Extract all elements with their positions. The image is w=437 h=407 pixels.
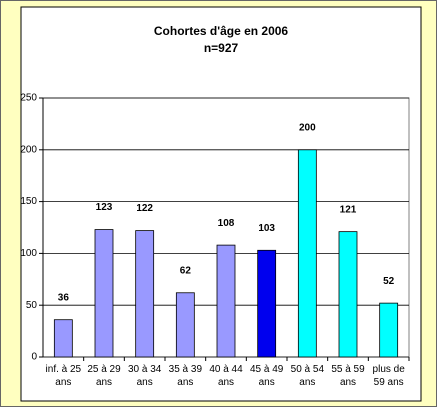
y-tick-label: 0 bbox=[31, 352, 37, 363]
value-label: 36 bbox=[58, 292, 70, 303]
y-tick-label: 200 bbox=[20, 144, 37, 155]
y-tick-label: 250 bbox=[20, 93, 37, 104]
value-label: 108 bbox=[218, 218, 235, 229]
chart-subtitle: n=927 bbox=[204, 41, 239, 55]
value-label: 62 bbox=[180, 265, 192, 276]
y-tick-label: 50 bbox=[26, 300, 38, 311]
bar bbox=[94, 229, 114, 358]
bar bbox=[135, 230, 155, 358]
x-tick-label: 30 à 34 ans bbox=[127, 364, 162, 388]
x-tick-label: inf. à 25 ans bbox=[45, 364, 82, 388]
bar bbox=[175, 292, 195, 358]
x-tick-label: 55 à 59 ans bbox=[331, 364, 365, 388]
bar bbox=[338, 231, 358, 358]
x-tick-label: 40 à 44 ans bbox=[209, 364, 243, 388]
value-label: 123 bbox=[96, 202, 113, 213]
bar bbox=[53, 319, 73, 358]
value-label: 121 bbox=[340, 204, 357, 215]
value-label: 103 bbox=[258, 223, 275, 234]
x-tick-label: 35 à 39 ans bbox=[168, 364, 203, 388]
x-tick-label: 25 à 29 ans bbox=[87, 364, 121, 388]
x-tick-label: 45 à 49 ans bbox=[249, 364, 284, 388]
value-label: 200 bbox=[299, 122, 316, 133]
chart-title: Cohortes d'âge en 2006 bbox=[154, 24, 289, 38]
bar bbox=[216, 244, 236, 358]
bar bbox=[297, 149, 317, 358]
value-label: 122 bbox=[136, 203, 153, 214]
x-tick-label: 50 à 54 ans bbox=[290, 364, 325, 388]
bar bbox=[379, 302, 399, 358]
bar bbox=[257, 249, 277, 358]
x-tick-label: plus de 59 ans bbox=[372, 364, 405, 388]
y-tick-label: 150 bbox=[20, 196, 37, 207]
value-label: 52 bbox=[383, 276, 395, 287]
y-tick-label: 100 bbox=[20, 248, 37, 259]
